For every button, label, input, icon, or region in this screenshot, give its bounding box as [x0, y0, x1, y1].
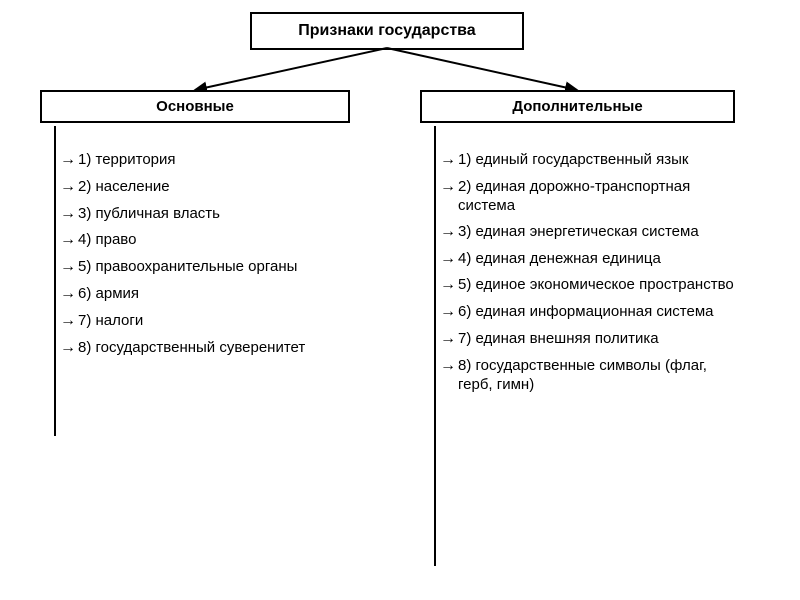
list-item: →2) население	[60, 177, 350, 198]
list-item: →3) единая энергетическая система	[440, 222, 740, 243]
item-text: 7) налоги	[78, 311, 350, 331]
item-text: 8) государственный суверенитет	[78, 338, 350, 358]
vline-main	[54, 126, 56, 436]
item-text: 3) публичная власть	[78, 204, 350, 224]
branch-box-main: Основные	[40, 90, 350, 123]
arrow-right-icon: →	[440, 249, 458, 270]
list-item: →4) право	[60, 230, 350, 251]
list-item: →5) правоохранительные органы	[60, 257, 350, 278]
item-text: 2) единая дорожно-транспортная система	[458, 177, 740, 216]
root-title-box: Признаки государства	[250, 12, 524, 50]
list-item: →4) единая денежная единица	[440, 249, 740, 270]
item-text: 2) население	[78, 177, 350, 197]
arrow-right-icon: →	[60, 338, 78, 359]
list-item: →1) единый государственный язык	[440, 150, 740, 171]
arrow-right-icon: →	[60, 204, 78, 225]
item-text: 5) правоохранительные органы	[78, 257, 350, 277]
arrow-right-icon: →	[60, 257, 78, 278]
list-item: →7) единая внешняя политика	[440, 329, 740, 350]
item-text: 4) право	[78, 230, 350, 250]
item-list-main: →1) территория→2) население→3) публичная…	[60, 150, 350, 364]
list-item: →1) территория	[60, 150, 350, 171]
arrow-right-icon: →	[440, 222, 458, 243]
arrow-right-icon: →	[440, 275, 458, 296]
list-item: →7) налоги	[60, 311, 350, 332]
item-list-additional: →1) единый государственный язык→2) едина…	[440, 150, 740, 401]
list-item: →3) публичная власть	[60, 204, 350, 225]
list-item: →5) единое экономическое пространство	[440, 275, 740, 296]
item-text: 8) государственные символы (флаг, герб, …	[458, 356, 740, 395]
arrow-right-icon: →	[60, 284, 78, 305]
arrow-right-icon: →	[440, 150, 458, 171]
item-text: 4) единая денежная единица	[458, 249, 740, 269]
item-text: 7) единая внешняя политика	[458, 329, 740, 349]
item-text: 3) единая энергетическая система	[458, 222, 740, 242]
arrow-right-icon: →	[440, 356, 458, 377]
list-item: →6) единая информационная система	[440, 302, 740, 323]
list-item: →2) единая дорожно-транспортная система	[440, 177, 740, 216]
arrow-right-icon: →	[440, 329, 458, 350]
list-item: →8) государственные символы (флаг, герб,…	[440, 356, 740, 395]
item-text: 6) единая информационная система	[458, 302, 740, 322]
item-text: 1) территория	[78, 150, 350, 170]
arrow-right-icon: →	[440, 177, 458, 198]
arrow-right-icon: →	[60, 150, 78, 171]
list-item: →6) армия	[60, 284, 350, 305]
root-title: Признаки государства	[298, 22, 475, 39]
vline-additional	[434, 126, 436, 566]
arrow-right-icon: →	[60, 311, 78, 332]
item-text: 6) армия	[78, 284, 350, 304]
item-text: 1) единый государственный язык	[458, 150, 740, 170]
item-text: 5) единое экономическое пространство	[458, 275, 740, 295]
arrow-right-icon: →	[60, 230, 78, 251]
branch-label-additional: Дополнительные	[512, 98, 642, 115]
branch-box-additional: Дополнительные	[420, 90, 735, 123]
list-item: →8) государственный суверенитет	[60, 338, 350, 359]
branch-label-main: Основные	[156, 98, 234, 115]
arrow-right-icon: →	[440, 302, 458, 323]
arrow-right-icon: →	[60, 177, 78, 198]
